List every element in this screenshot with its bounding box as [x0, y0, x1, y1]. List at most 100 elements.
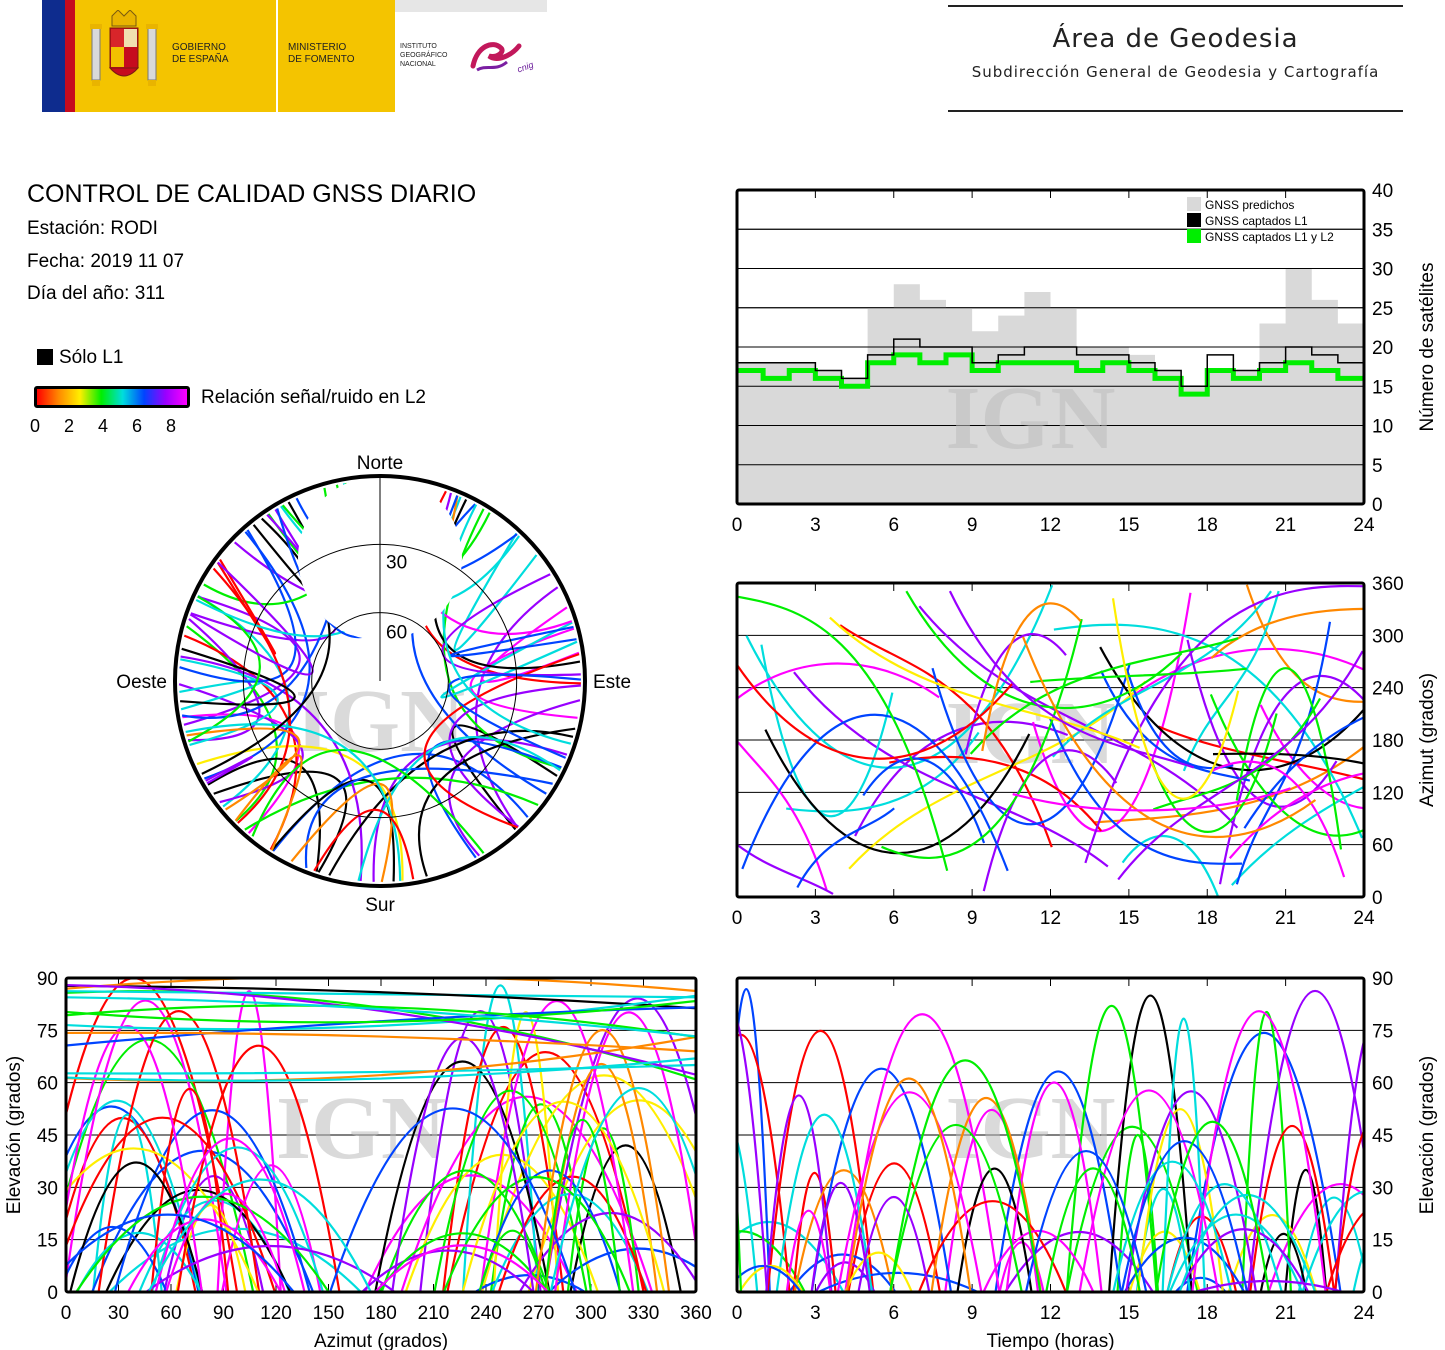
x-tick-label: 3 [810, 908, 821, 929]
azimuth-tracks [737, 584, 1364, 897]
satellite-track [1297, 1196, 1364, 1292]
y-tick-label: 30 [37, 1178, 58, 1199]
x-tick-label: 18 [1197, 515, 1218, 536]
satellite-track [374, 1244, 549, 1292]
satellite-track [1030, 667, 1247, 684]
x-tick-label: 12 [1040, 515, 1061, 536]
satellite-track [543, 997, 696, 1292]
east-label: Este [593, 672, 631, 693]
satellite-track [1161, 1017, 1206, 1292]
satellite-track [461, 984, 539, 1292]
x-tick-label: 90 [213, 1303, 234, 1324]
x-tick-label: 240 [470, 1303, 502, 1324]
satellite-track [981, 602, 1082, 752]
satellite-track [1168, 1213, 1304, 1292]
satellite-track [66, 1116, 276, 1292]
satellite-track [66, 1057, 696, 1082]
satellite-track [1154, 1120, 1270, 1292]
satellite-track [478, 1169, 622, 1292]
y-tick-label: 240 [1372, 679, 1404, 700]
satellite-track [1249, 1124, 1336, 1292]
satellite-track [1231, 785, 1364, 886]
satellite-track [1052, 590, 1272, 758]
elevation-tracks [66, 978, 696, 1292]
satellite-track [361, 1249, 535, 1292]
satellite-track [1191, 1010, 1327, 1292]
satellite-track [1210, 760, 1346, 878]
satellite-track [1241, 1010, 1292, 1292]
legend-label: GNSS captados L1 y L2 [1205, 230, 1334, 244]
coat-of-arms-icon [90, 10, 158, 86]
y-tick-label: 15 [37, 1231, 58, 1252]
satellite-track [290, 782, 394, 883]
satellite-track [1182, 590, 1280, 772]
satellite-track [66, 999, 228, 1292]
area-title: Área de Geodesia [1052, 24, 1299, 54]
satellite-track [66, 983, 696, 1076]
satellite-track [179, 529, 297, 683]
y-tick-label: 360 [1372, 574, 1404, 595]
satellite-track [1112, 1160, 1233, 1292]
satellite-track [1194, 1279, 1344, 1292]
x-tick-label: 3 [810, 515, 821, 536]
satellite-track [489, 1103, 593, 1292]
ring-label-30: 30 [386, 552, 407, 573]
satellite-track [1178, 1193, 1317, 1292]
y-tick-label: 60 [1372, 836, 1393, 857]
satellite-track [440, 621, 578, 699]
satellite-track [127, 1218, 282, 1292]
satellite-track [969, 637, 1239, 755]
satellite-track [1021, 636, 1317, 838]
y-axis-label: Elevación (grados) [4, 1056, 25, 1214]
satellite-track [180, 655, 363, 882]
satellite-track [357, 735, 561, 882]
satellite-track [786, 731, 980, 813]
satellite-track [982, 749, 1118, 892]
snr-tick-0: 0 [30, 416, 41, 436]
snr-tick-4: 4 [98, 416, 109, 436]
satellite-track [793, 1169, 894, 1292]
satellite-track [1111, 598, 1240, 800]
satellite-track [461, 1100, 666, 1292]
satellite-track [400, 1095, 654, 1292]
west-label: Oeste [116, 672, 167, 693]
satellite-track [220, 1164, 322, 1292]
x-tick-label: 120 [260, 1303, 292, 1324]
satellite-track [196, 745, 404, 881]
satellite-track [737, 1182, 743, 1292]
satellite-track [165, 1192, 286, 1292]
y-tick-label: 300 [1372, 626, 1404, 647]
y-tick-label: 120 [1372, 783, 1404, 804]
y-axis-label: Azimut (grados) [1417, 673, 1438, 807]
x-tick-label: 21 [1275, 908, 1296, 929]
satellite-track [1334, 1036, 1364, 1292]
satellite-track [313, 808, 415, 880]
station-label: Estación: RODI [27, 218, 158, 239]
satellite-track [964, 633, 1067, 755]
satellite-track [1065, 1005, 1158, 1292]
horizon-circle [173, 474, 587, 888]
x-tick-label: 360 [680, 1303, 712, 1324]
satellite-track [785, 1209, 832, 1292]
plot-border [64, 976, 698, 1294]
satellite-track [1031, 592, 1192, 833]
y-tick-label: 90 [37, 969, 58, 990]
y-tick-label: 40 [1372, 181, 1393, 202]
satellite-track [549, 1087, 696, 1292]
satellite-track [66, 990, 696, 999]
snr-tick-8: 8 [166, 416, 177, 436]
satellite-track [948, 590, 1195, 769]
area-subtitle: Subdirección General de Geodesia y Carto… [971, 63, 1380, 81]
x-tick-label: 330 [628, 1303, 660, 1324]
y-tick-label: 45 [1372, 1126, 1393, 1147]
satellite-track [737, 662, 1014, 760]
satellite-track [760, 644, 894, 818]
satellite-track [1352, 1247, 1364, 1292]
legend-swatch [1187, 213, 1201, 227]
satellite-track [737, 1136, 759, 1292]
chart-legend: GNSS predichos GNSS captados L1 GNSS capta… [1187, 197, 1334, 244]
x-tick-label: 24 [1353, 1303, 1375, 1324]
satellite-track [216, 990, 282, 1292]
satellite-track [544, 1062, 659, 1292]
satellite-track [1243, 716, 1364, 829]
